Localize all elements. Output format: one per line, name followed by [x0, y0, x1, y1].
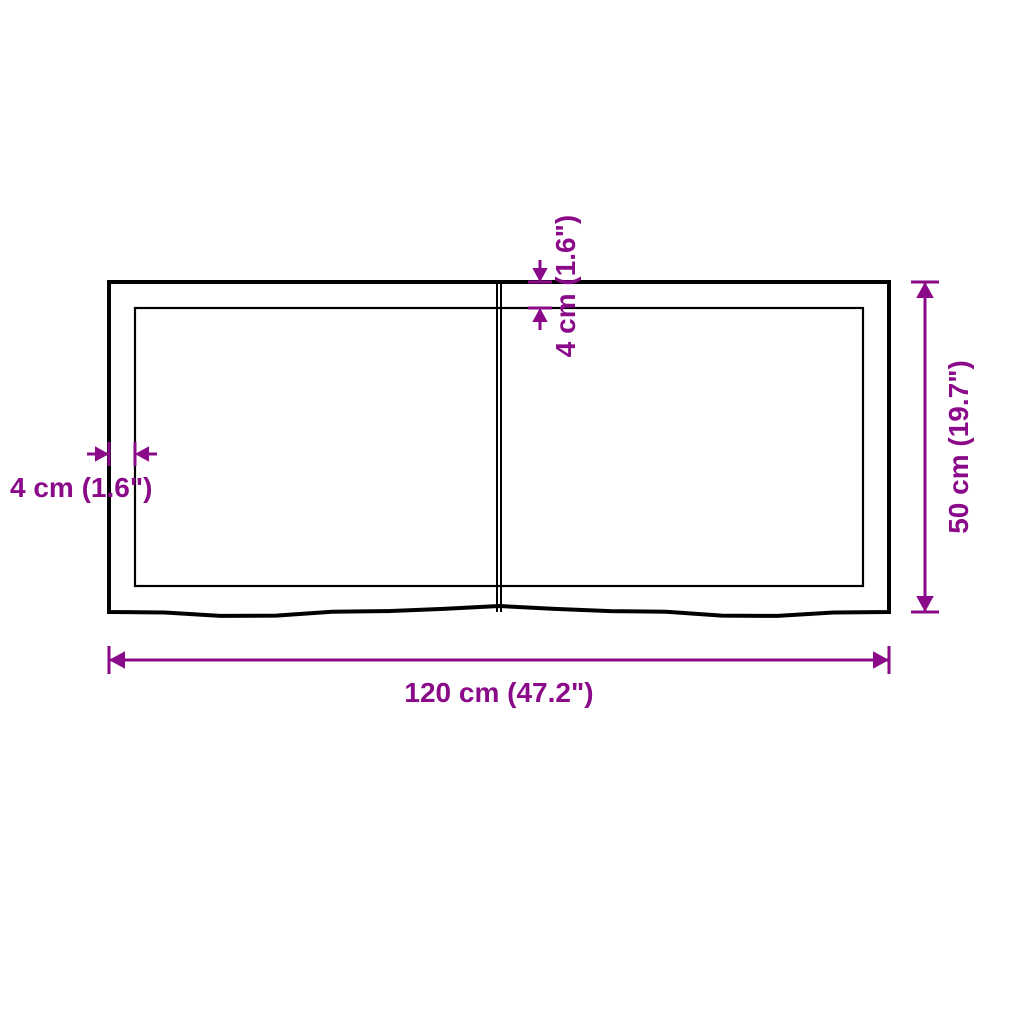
- dimension-top-thickness-label: 4 cm (1.6"): [550, 215, 581, 357]
- dimension-height-label: 50 cm (19.7"): [943, 360, 974, 534]
- dimension-left-thickness: 4 cm (1.6"): [10, 442, 157, 503]
- dimension-top-thickness: 4 cm (1.6"): [528, 215, 581, 357]
- dimension-width-label: 120 cm (47.2"): [404, 677, 593, 708]
- dimension-width: 120 cm (47.2"): [109, 646, 889, 708]
- outer-edge: [109, 282, 889, 616]
- dimension-left-thickness-label: 4 cm (1.6"): [10, 472, 152, 503]
- inner-frame: [135, 308, 863, 586]
- product-outline: [109, 282, 889, 616]
- dimension-height: 50 cm (19.7"): [911, 282, 974, 612]
